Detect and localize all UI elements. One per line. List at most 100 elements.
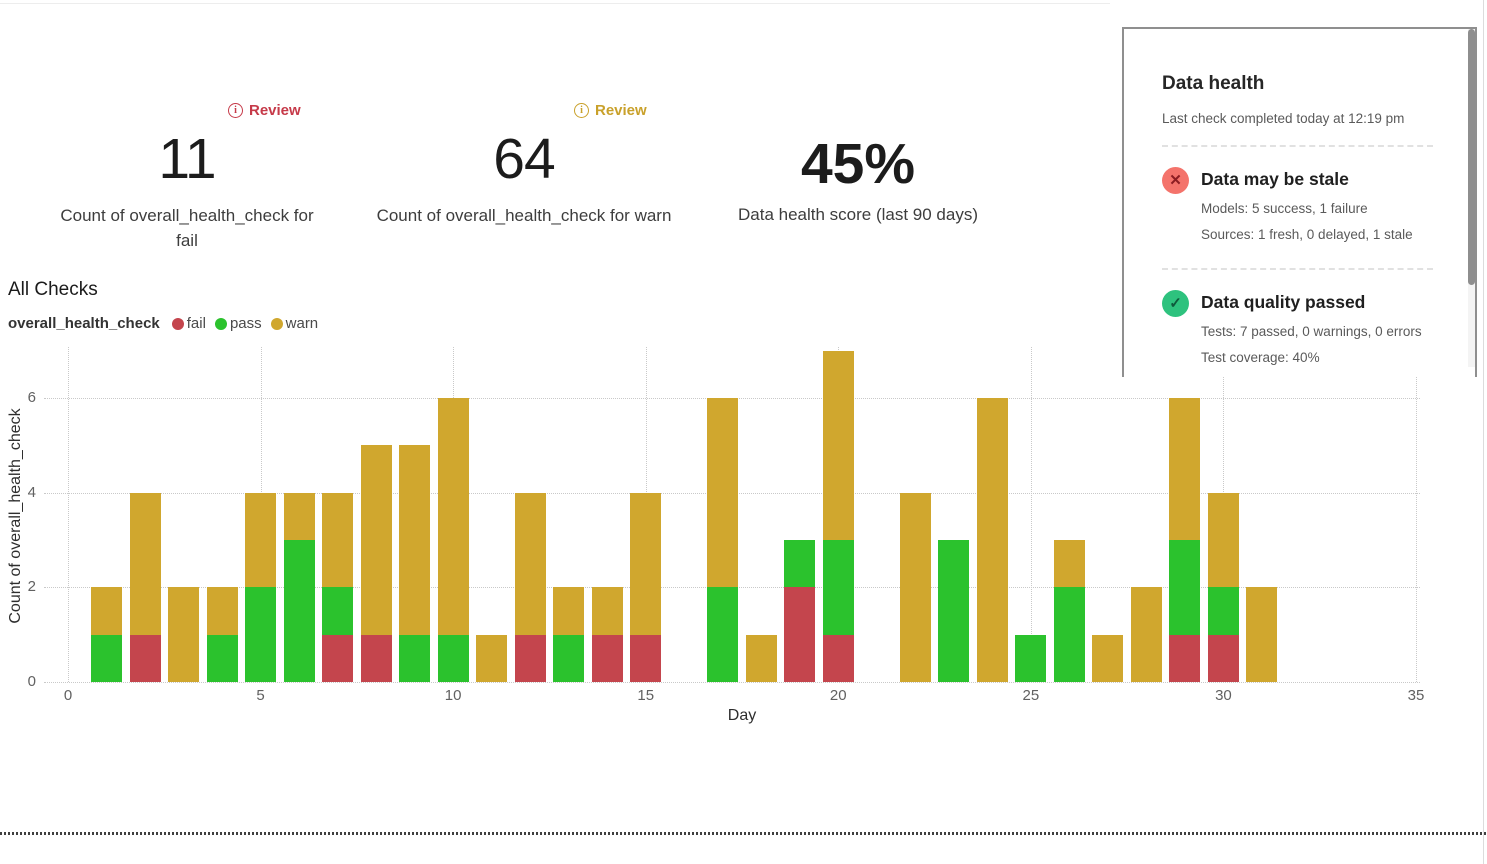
- gridline-x-25: [1030, 347, 1032, 682]
- bar-segment-fail-day-7[interactable]: [322, 634, 354, 682]
- bar-segment-fail-day-15[interactable]: [630, 634, 662, 682]
- panel-last-check: Last check completed today at 12:19 pm: [1162, 111, 1405, 126]
- x-tick-30: 30: [1215, 687, 1232, 704]
- review-badge-label: Review: [249, 102, 301, 119]
- x-tick-25: 25: [1022, 687, 1040, 704]
- review-badge-warn[interactable]: i Review: [574, 102, 647, 119]
- bar-segment-pass-day-29[interactable]: [1169, 540, 1201, 635]
- health-item-quality[interactable]: ✓ Data quality passed Tests: 7 passed, 0…: [1162, 290, 1433, 376]
- x-tick-10: 10: [444, 687, 462, 704]
- pass-dot-icon: [214, 317, 227, 330]
- bar-segment-fail-day-30[interactable]: [1207, 634, 1239, 682]
- bar-segment-warn-day-18[interactable]: [745, 634, 777, 682]
- bar-segment-warn-day-22[interactable]: [899, 492, 931, 682]
- bar-segment-warn-day-5[interactable]: [245, 492, 277, 588]
- bar-segment-warn-day-10[interactable]: [437, 398, 469, 635]
- fail-dot-icon: [171, 317, 184, 330]
- bar-segment-pass-day-26[interactable]: [1053, 587, 1085, 682]
- bar-segment-warn-day-31[interactable]: [1246, 587, 1278, 682]
- window-edge: [1483, 0, 1484, 864]
- bar-segment-pass-day-9[interactable]: [399, 634, 431, 682]
- bar-segment-warn-day-13[interactable]: [553, 587, 585, 635]
- kpi-fail-count: 11: [158, 127, 216, 191]
- bar-segment-fail-day-12[interactable]: [514, 634, 546, 682]
- bar-segment-warn-day-24[interactable]: [976, 398, 1008, 682]
- bar-segment-warn-day-2[interactable]: [129, 492, 161, 635]
- bar-segment-warn-day-9[interactable]: [399, 445, 431, 635]
- kpi-warn-label: Count of overall_health_check for warn: [376, 206, 672, 225]
- gridline-y-0: [44, 682, 1420, 683]
- y-tick-4: 4: [27, 483, 36, 501]
- info-icon: i: [228, 103, 243, 118]
- legend-label: warn: [285, 315, 319, 332]
- legend-item-fail[interactable]: fail: [171, 315, 206, 332]
- bar-segment-warn-day-14[interactable]: [591, 587, 623, 635]
- bar-segment-pass-day-17[interactable]: [707, 587, 739, 682]
- chart-title: All Checks: [8, 279, 98, 300]
- health-item-stale[interactable]: ✕ Data may be stale Models: 5 success, 1…: [1162, 167, 1433, 253]
- bar-segment-warn-day-26[interactable]: [1053, 540, 1085, 588]
- legend-item-pass[interactable]: pass: [214, 315, 262, 332]
- y-tick-6: 6: [27, 389, 36, 407]
- gridline-x-0: [68, 347, 69, 682]
- health-item-title: Data quality passed: [1201, 292, 1366, 312]
- bar-segment-fail-day-29[interactable]: [1169, 634, 1201, 682]
- bar-segment-pass-day-25[interactable]: [1015, 634, 1047, 682]
- bar-segment-warn-day-12[interactable]: [514, 492, 546, 635]
- bar-segment-warn-day-8[interactable]: [360, 445, 392, 635]
- bar-segment-pass-day-4[interactable]: [206, 634, 238, 682]
- y-tick-0: 0: [27, 673, 36, 690]
- bar-segment-fail-day-20[interactable]: [822, 634, 854, 682]
- bar-segment-pass-day-10[interactable]: [437, 634, 469, 682]
- bar-segment-warn-day-11[interactable]: [476, 634, 508, 682]
- legend-item-warn[interactable]: warn: [270, 315, 319, 332]
- bar-segment-fail-day-14[interactable]: [591, 634, 623, 682]
- bar-segment-pass-day-23[interactable]: [938, 540, 970, 682]
- bar-segment-pass-day-19[interactable]: [784, 540, 816, 588]
- top-divider: [0, 3, 1110, 4]
- bar-segment-pass-day-5[interactable]: [245, 587, 277, 682]
- bar-segment-warn-day-3[interactable]: [168, 587, 200, 682]
- bar-segment-warn-day-29[interactable]: [1169, 398, 1201, 540]
- bar-segment-pass-day-13[interactable]: [553, 634, 585, 682]
- health-item-detail: Models: 5 success, 1 failure: [1201, 201, 1368, 216]
- panel-title: Data health: [1162, 73, 1265, 94]
- bar-segment-warn-day-1[interactable]: [91, 587, 122, 635]
- bar-segment-warn-day-7[interactable]: [322, 492, 354, 588]
- bar-segment-warn-day-30[interactable]: [1207, 492, 1239, 588]
- bar-segment-pass-day-7[interactable]: [322, 587, 354, 635]
- bar-segment-warn-day-4[interactable]: [206, 587, 238, 635]
- bar-segment-warn-day-17[interactable]: [707, 398, 739, 588]
- legend-label: fail: [186, 315, 206, 332]
- health-item-detail: Sources: 1 fresh, 0 delayed, 1 stale: [1201, 227, 1413, 242]
- gridline-x-35: [1415, 347, 1417, 682]
- health-item-detail: Test coverage: 40%: [1201, 350, 1320, 365]
- x-tick-15: 15: [637, 687, 655, 704]
- bar-segment-warn-day-15[interactable]: [630, 492, 662, 635]
- x-tick-20: 20: [829, 687, 847, 704]
- bar-segment-pass-day-6[interactable]: [283, 540, 315, 682]
- bar-segment-pass-day-30[interactable]: [1207, 587, 1239, 635]
- warn-dot-icon: [270, 317, 283, 330]
- panel-divider: [1162, 145, 1433, 147]
- bar-segment-fail-day-19[interactable]: [784, 587, 816, 682]
- x-tick-0: 0: [63, 687, 73, 704]
- panel-scrollbar-thumb[interactable]: [1468, 29, 1475, 285]
- bar-segment-warn-day-28[interactable]: [1130, 587, 1162, 682]
- review-badge-fail[interactable]: i Review: [228, 102, 301, 119]
- bar-segment-fail-day-8[interactable]: [360, 634, 392, 682]
- legend-series-name: overall_health_check: [8, 315, 160, 332]
- bar-segment-warn-day-6[interactable]: [283, 492, 315, 540]
- bar-segment-fail-day-2[interactable]: [129, 634, 161, 682]
- x-tick-35: 35: [1407, 687, 1425, 704]
- bar-segment-pass-day-20[interactable]: [822, 540, 854, 635]
- y-axis-label: Count of overall_health_check: [7, 408, 24, 624]
- bar-segment-warn-day-27[interactable]: [1092, 634, 1124, 682]
- health-item-detail: Tests: 7 passed, 0 warnings, 0 errors: [1201, 324, 1422, 339]
- data-health-panel: Data health Last check completed today a…: [1122, 27, 1477, 377]
- kpi-fail-label: Count of overall_health_check for fail: [60, 206, 314, 250]
- bar-segment-warn-day-20[interactable]: [822, 350, 854, 540]
- bar-segment-pass-day-1[interactable]: [91, 634, 122, 682]
- health-item-title: Data may be stale: [1201, 169, 1349, 189]
